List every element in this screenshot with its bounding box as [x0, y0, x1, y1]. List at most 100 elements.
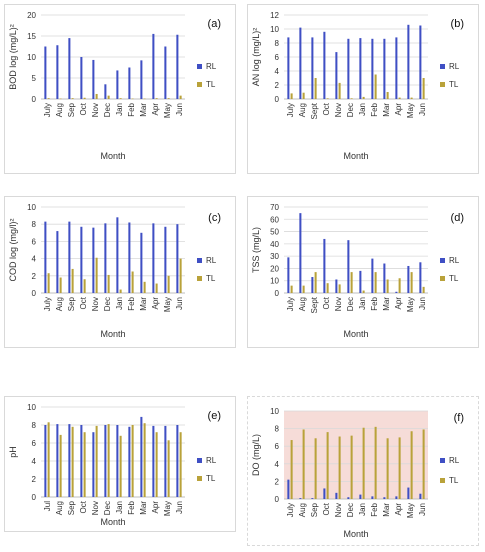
bar-tl: [410, 97, 413, 99]
legend-swatch-tl: [440, 478, 445, 483]
legend-label-tl: TL: [449, 80, 459, 89]
legend-label-tl: TL: [206, 274, 216, 283]
x-axis-title: Month: [343, 529, 368, 539]
chart-svg-f: 0 2 4 6 8 10 July Aug Sep Oct Nov Dec Jan Feb Mar Apr Ma…: [251, 407, 464, 539]
bar-tl: [410, 431, 413, 499]
bar-rl: [347, 240, 350, 293]
bar-rl: [56, 231, 59, 293]
x-tick-label: Mar: [382, 297, 391, 311]
bar-rl: [176, 34, 179, 99]
x-tick-label: Jan: [358, 297, 367, 310]
bar-tl: [290, 440, 293, 499]
bar-tl: [71, 98, 74, 99]
x-tick-label: Jan: [358, 503, 367, 516]
bar-tl: [143, 423, 146, 497]
bar-tl: [350, 435, 353, 499]
y-tick-label: 10: [27, 403, 36, 412]
bar-tl: [155, 98, 158, 99]
bar-tl: [119, 289, 122, 293]
x-tick-label: Dec: [103, 501, 112, 515]
y-tick-label: 8: [275, 425, 280, 434]
bar-rl: [359, 494, 362, 499]
legend-swatch-rl: [440, 458, 445, 463]
x-tick-label: May: [163, 103, 172, 118]
bar-tl: [47, 273, 50, 293]
y-tick-label: 6: [32, 439, 37, 448]
bar-tl: [143, 281, 146, 293]
x-tick-label: Feb: [370, 296, 379, 310]
bar-tl: [422, 78, 425, 99]
x-tick-label: Feb: [127, 500, 136, 514]
x-tick-label: Aug: [55, 501, 64, 515]
legend-swatch-rl: [440, 64, 445, 69]
bar-tl: [167, 98, 170, 99]
x-tick-label: Dec: [346, 103, 355, 117]
bar-tl: [95, 425, 98, 497]
legend-label-rl: RL: [206, 456, 217, 465]
x-tick-label: Oct: [322, 296, 331, 309]
x-tick-label: Feb: [127, 102, 136, 116]
y-tick-label: 10: [270, 407, 279, 416]
x-tick-label: Aug: [55, 297, 64, 311]
legend-swatch-tl: [440, 82, 445, 87]
bar-rl: [287, 257, 290, 293]
bar-tl: [47, 422, 50, 497]
x-tick-label: July: [43, 297, 52, 311]
bar-tl: [314, 272, 317, 293]
bar-rl: [419, 493, 422, 499]
x-tick-label: Nov: [91, 501, 100, 515]
x-tick-label: Mar: [139, 103, 148, 117]
y-tick-label: 2: [275, 81, 280, 90]
bar-tl: [47, 98, 50, 99]
x-axis-title: Month: [343, 329, 368, 339]
bar-rl: [92, 227, 95, 293]
bar-rl: [56, 45, 59, 99]
x-tick-label: Feb: [370, 502, 379, 516]
x-tick-label: Dec: [346, 297, 355, 311]
y-tick-label: 10: [270, 25, 279, 34]
bar-tl: [59, 434, 62, 497]
y-tick-label: 6: [275, 53, 280, 62]
bar-rl: [176, 425, 179, 497]
y-tick-label: 0: [275, 495, 280, 504]
bar-tl: [362, 427, 365, 499]
bar-rl: [104, 425, 107, 497]
x-tick-label: Dec: [103, 103, 112, 117]
legend-label-tl: TL: [449, 476, 459, 485]
bar-rl: [407, 487, 410, 499]
bar-tl: [107, 424, 110, 497]
bar-tl: [71, 426, 74, 497]
y-axis-title: DO (mg/L): [251, 434, 261, 476]
bar-rl: [383, 38, 386, 99]
bar-tl: [95, 257, 98, 293]
x-tick-label: Nov: [334, 503, 343, 517]
bar-rl: [371, 38, 374, 99]
x-tick-label: Apr: [394, 503, 403, 516]
bar-rl: [287, 479, 290, 499]
bar-tl: [155, 283, 158, 293]
x-tick-label: Mar: [139, 297, 148, 311]
bar-rl: [299, 213, 302, 293]
x-axis-title: Month: [100, 517, 125, 527]
x-tick-label: Mar: [382, 503, 391, 517]
x-tick-label: Aug: [55, 103, 64, 117]
x-tick-label: Jan: [115, 297, 124, 310]
x-tick-label: Nov: [91, 103, 100, 117]
chart-panel-c: 0 2 4 6 8 10 July Aug Sep Oct Nov Dec Jan Feb Mar Apr Ma…: [4, 196, 236, 348]
bar-rl: [116, 70, 119, 99]
bar-tl: [374, 74, 377, 99]
x-tick-label: Aug: [298, 503, 307, 517]
x-tick-label: Apr: [151, 297, 160, 310]
bar-tl: [422, 429, 425, 499]
x-tick-label: Sept: [310, 102, 319, 119]
x-tick-label: Dec: [103, 297, 112, 311]
y-tick-label: 4: [275, 67, 280, 76]
legend-label-rl: RL: [206, 256, 217, 265]
x-tick-label: Jun: [418, 297, 427, 310]
bar-tl: [155, 432, 158, 497]
y-tick-label: 8: [32, 421, 37, 430]
x-tick-label: Mar: [382, 103, 391, 117]
x-tick-label: May: [406, 297, 415, 312]
x-tick-label: Jun: [175, 103, 184, 116]
chart-svg-e: 0 2 4 6 8 10 Jul Aug Sep Oct Nov Dec Jan Feb Mar Apr May…: [8, 403, 221, 527]
